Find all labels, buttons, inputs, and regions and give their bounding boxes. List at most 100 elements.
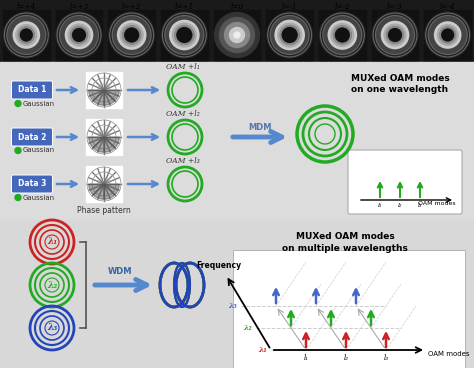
Circle shape xyxy=(15,195,21,201)
Circle shape xyxy=(15,100,21,106)
Text: l=-2: l=-2 xyxy=(335,3,350,11)
Text: l₃: l₃ xyxy=(383,354,389,362)
Polygon shape xyxy=(104,90,115,105)
Text: λ₂: λ₂ xyxy=(47,280,57,290)
Text: OAM modes: OAM modes xyxy=(428,351,470,357)
FancyBboxPatch shape xyxy=(348,150,462,214)
Text: OAM +l₂: OAM +l₂ xyxy=(166,110,200,118)
Circle shape xyxy=(225,22,249,47)
Bar xyxy=(86,119,122,155)
Text: λ₁: λ₁ xyxy=(47,237,57,247)
Bar xyxy=(86,72,122,108)
Text: MUXed OAM modes
on one wavelength: MUXed OAM modes on one wavelength xyxy=(351,74,449,95)
FancyBboxPatch shape xyxy=(11,81,53,99)
Bar xyxy=(266,10,313,60)
Text: Gaussian: Gaussian xyxy=(23,195,55,201)
Text: Frequency: Frequency xyxy=(196,261,242,270)
Circle shape xyxy=(267,12,313,58)
Text: Data 2: Data 2 xyxy=(18,132,46,142)
FancyBboxPatch shape xyxy=(11,175,53,193)
Circle shape xyxy=(229,28,245,42)
Text: Gaussian: Gaussian xyxy=(23,148,55,153)
Bar xyxy=(109,10,155,60)
Text: WDM: WDM xyxy=(108,266,132,276)
Circle shape xyxy=(125,28,138,42)
Text: MUXed OAM modes
on multiple wavelengths: MUXed OAM modes on multiple wavelengths xyxy=(282,232,408,253)
Text: l=-3: l=-3 xyxy=(387,3,403,11)
Circle shape xyxy=(15,148,21,153)
Text: l₁: l₁ xyxy=(303,354,309,362)
Circle shape xyxy=(283,28,297,42)
Circle shape xyxy=(442,29,454,41)
Text: MDM: MDM xyxy=(248,124,272,132)
Circle shape xyxy=(336,28,349,42)
Text: l=0: l=0 xyxy=(230,3,244,11)
Circle shape xyxy=(271,16,309,54)
Bar xyxy=(0,220,474,368)
Text: Data 3: Data 3 xyxy=(18,180,46,188)
Bar xyxy=(214,10,260,60)
Circle shape xyxy=(219,18,255,53)
Circle shape xyxy=(165,16,203,54)
Text: l=-4: l=-4 xyxy=(440,3,456,11)
Polygon shape xyxy=(89,137,104,148)
Text: λ₁: λ₁ xyxy=(258,346,267,354)
Circle shape xyxy=(56,12,102,58)
Text: l₁: l₁ xyxy=(378,203,382,208)
Text: Gaussian: Gaussian xyxy=(23,100,55,106)
Bar xyxy=(425,10,471,60)
Circle shape xyxy=(20,29,32,41)
Polygon shape xyxy=(89,90,104,101)
Circle shape xyxy=(60,16,98,54)
Circle shape xyxy=(109,12,155,58)
Circle shape xyxy=(376,16,414,54)
Polygon shape xyxy=(104,184,115,199)
Circle shape xyxy=(113,16,150,54)
Circle shape xyxy=(161,12,207,58)
Polygon shape xyxy=(104,184,119,195)
Text: λ₃: λ₃ xyxy=(228,302,237,310)
Bar xyxy=(56,10,102,60)
Bar xyxy=(319,10,365,60)
Circle shape xyxy=(389,29,401,41)
Text: l=+4: l=+4 xyxy=(17,3,36,11)
Text: OAM +l₁: OAM +l₁ xyxy=(166,63,200,71)
Text: λ₂: λ₂ xyxy=(243,324,252,332)
Text: λ₃: λ₃ xyxy=(47,323,57,333)
Circle shape xyxy=(425,12,471,58)
Polygon shape xyxy=(89,184,104,195)
Polygon shape xyxy=(104,137,115,152)
Text: Phase pattern: Phase pattern xyxy=(77,206,131,215)
Text: l₃: l₃ xyxy=(418,203,422,208)
Text: l=+3: l=+3 xyxy=(69,3,89,11)
Polygon shape xyxy=(93,184,104,199)
Bar xyxy=(86,166,122,202)
Polygon shape xyxy=(104,90,119,101)
Text: l₂: l₂ xyxy=(398,203,402,208)
Text: OAM modes: OAM modes xyxy=(419,201,456,206)
Text: l₂: l₂ xyxy=(344,354,348,362)
Bar xyxy=(161,10,208,60)
Bar xyxy=(3,10,49,60)
Polygon shape xyxy=(93,90,104,105)
Bar xyxy=(0,0,474,62)
Text: OAM +l₃: OAM +l₃ xyxy=(166,157,200,165)
FancyBboxPatch shape xyxy=(11,128,53,146)
Circle shape xyxy=(372,12,418,58)
Circle shape xyxy=(3,12,49,58)
Text: l=+2: l=+2 xyxy=(122,3,141,11)
Circle shape xyxy=(73,29,85,41)
Text: l=-1: l=-1 xyxy=(282,3,298,11)
Circle shape xyxy=(215,13,259,57)
Bar xyxy=(0,62,474,220)
Circle shape xyxy=(177,28,191,42)
Circle shape xyxy=(8,16,45,54)
Circle shape xyxy=(324,16,361,54)
Circle shape xyxy=(234,32,240,38)
Polygon shape xyxy=(93,137,104,152)
FancyBboxPatch shape xyxy=(233,250,465,368)
Circle shape xyxy=(319,12,365,58)
Circle shape xyxy=(429,16,466,54)
Text: l=+1: l=+1 xyxy=(175,3,194,11)
Text: Data 1: Data 1 xyxy=(18,85,46,95)
